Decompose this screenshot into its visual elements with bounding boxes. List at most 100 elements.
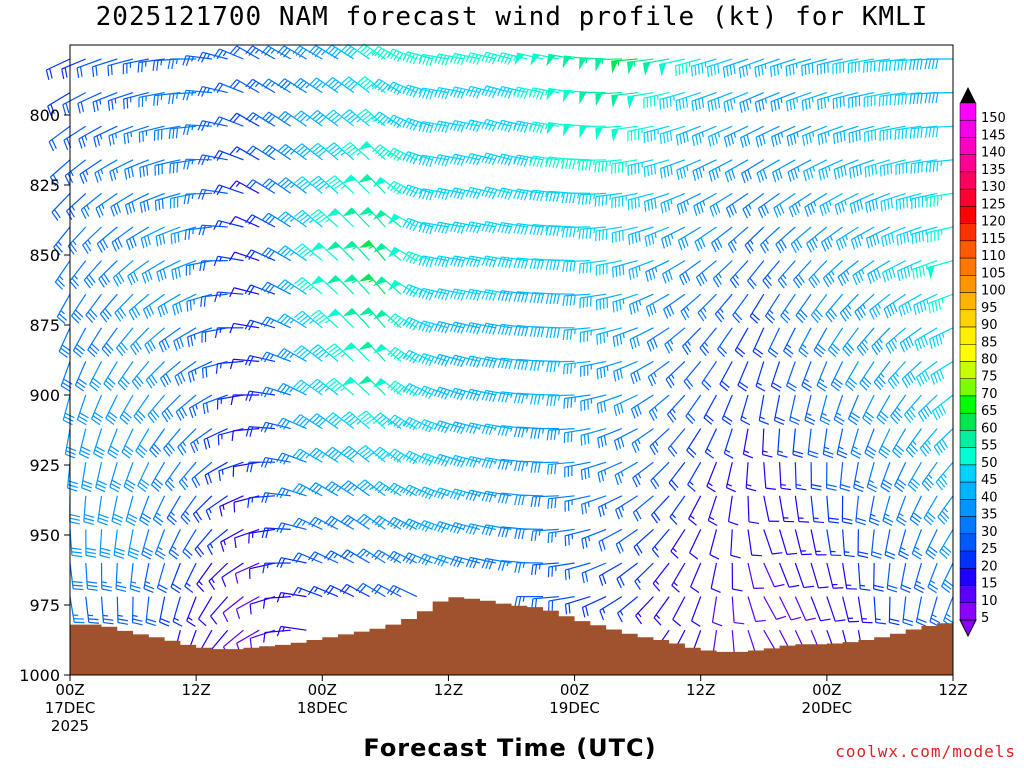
wind-barb [905,428,922,458]
barb-full [277,144,286,152]
barb-full [49,68,53,79]
barb-staff [884,529,891,556]
barb-full [681,345,689,356]
barb-full [418,486,425,496]
barb-half [706,448,712,453]
barb-staff [76,58,102,69]
barb-full [296,381,305,390]
barb-full [920,127,923,138]
barb-full [733,63,736,75]
barb-full [476,391,482,402]
barb-full [58,313,68,321]
barb-full [650,165,653,176]
barb-full [110,445,120,453]
barb-full [390,450,398,460]
wind-barb [513,291,544,303]
barb-full [387,347,396,356]
barb-full [481,558,487,569]
barb-half [782,274,787,280]
barb-half [289,353,294,359]
barb-full [248,181,257,190]
barb-half [941,298,944,304]
barb-staff [693,192,717,207]
wind-barb [580,495,607,515]
barb-full [60,347,70,355]
barb-full [589,262,592,273]
barb-full [472,188,478,199]
barb-full [460,122,466,133]
barb-staff [770,92,796,103]
barb-full [913,305,917,316]
wind-barb [325,142,355,161]
wind-barb [862,58,891,73]
wind-barb [595,58,622,72]
barb-full [460,290,466,301]
barb-full [449,455,456,465]
barb-full [909,128,912,139]
barb-full [315,114,324,123]
barb-staff [627,159,654,167]
barb-full [421,354,428,364]
barb-full [261,178,270,187]
barb-full [742,101,746,112]
barb-full [362,80,371,89]
barb-full [402,84,409,95]
barb-full [141,553,152,560]
barb-full [422,222,427,233]
barb-staff [675,58,701,67]
wind-barb [387,279,418,295]
barb-full [437,488,444,499]
barb-full [469,289,475,300]
barb-full [935,58,939,70]
barb-staff [72,327,87,351]
barb-full [280,146,289,154]
barb-full [121,451,131,459]
barb-full [244,249,252,259]
barb-staff [788,192,812,209]
barb-staff [694,226,717,243]
barb-full [124,169,128,180]
wind-barb [87,327,103,358]
barb-full [731,168,736,179]
barb-full [903,267,907,279]
barb-half [765,239,769,245]
barb-full [562,295,565,307]
barb-half [777,450,784,453]
barb-full [311,484,320,493]
wind-barb [514,52,544,66]
barb-half [768,309,774,314]
barb-staff [175,394,197,413]
barb-full [668,270,673,281]
wind-barb [481,557,512,570]
barb-staff [898,529,907,555]
barb-half [910,265,913,271]
barb-staff [643,125,670,134]
barb-full [597,161,601,173]
barb-full [650,374,657,385]
barb-full [885,95,888,106]
barb-full [262,563,266,574]
barb-staff [85,293,103,316]
barb-full [298,452,307,461]
wind-barb [210,596,229,625]
barb-full [441,122,447,133]
wind-barb [528,121,559,134]
wind-barb [277,111,307,127]
wind-barb [917,394,938,422]
barb-full [771,385,781,392]
barb-half [931,614,937,618]
barb-full [513,120,519,131]
barb-full [904,59,907,71]
barb-full [922,445,930,454]
wind-barb [105,394,118,426]
barb-staff [147,394,166,416]
wind-barb [778,462,792,491]
barb-full [514,460,518,472]
barb-full [900,587,911,593]
barb-full [264,146,273,155]
barb-staff [758,192,780,210]
barb-full [881,482,892,490]
barb-full [938,334,943,345]
barb-full [934,408,941,419]
barb-full [393,554,401,564]
